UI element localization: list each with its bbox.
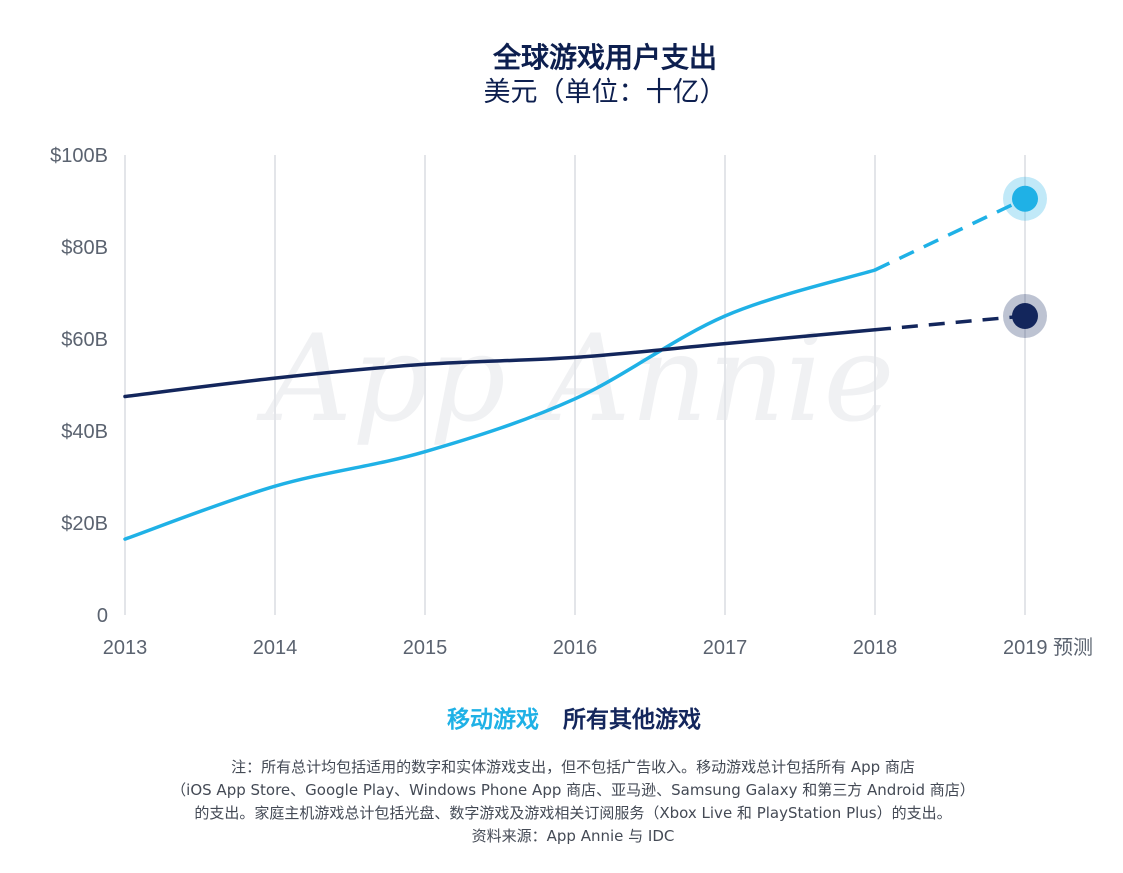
x-tick-label: 2013 (103, 637, 148, 659)
y-tick-label: $60B (61, 329, 108, 351)
footnote-line-1: 注：所有总计均包括适用的数字和实体游戏支出，但不包括广告收入。移动游戏总计包括所… (231, 758, 915, 776)
footnotes: 注：所有总计均包括适用的数字和实体游戏支出，但不包括广告收入。移动游戏总计包括所… (0, 756, 1123, 848)
x-tick-label: 2019 预测 (1003, 636, 1093, 659)
x-tick-label: 2014 (253, 637, 298, 659)
series-line-0 (123, 268, 877, 541)
x-tick-label: 2015 (403, 637, 448, 659)
chart-title-block: 全球游戏用户支出 美元（单位：十亿） (0, 40, 1123, 110)
footnote-line-3: 的支出。家庭主机游戏总计包括光盘、数字游戏及游戏相关订阅服务（Xbox Live… (194, 804, 952, 822)
forecast-point-0 (1012, 185, 1038, 212)
line-chart: App Annie 0$20B$40B$60B$80B$100B 2013 201… (50, 145, 1093, 659)
source-note: 资料来源：App Annie 与 IDC (471, 827, 675, 845)
y-tick-label: $20B (61, 513, 108, 535)
series-line-1 (123, 328, 877, 399)
y-tick-label: 0 (97, 605, 108, 627)
x-tick-label: 2016 (553, 637, 598, 659)
footnote-line-2: （iOS App Store、Google Play、Windows Phone… (171, 781, 975, 799)
x-tick-label: 2018 (853, 637, 898, 659)
y-tick-label: $100B (50, 145, 108, 167)
chart-title: 全球游戏用户支出 (492, 41, 717, 74)
legend-mobile-games: 移动游戏 (446, 707, 539, 733)
series-forecast-line-0 (874, 197, 1026, 272)
series-forecast-line-1 (874, 314, 1026, 332)
legend: 移动游戏 所有其他游戏 (0, 700, 1123, 734)
x-tick-label: 2017 (703, 637, 748, 659)
y-tick-label: $40B (61, 421, 108, 443)
forecast-point-1 (1012, 303, 1038, 329)
y-tick-label: $80B (61, 237, 108, 259)
legend-other-games: 所有其他游戏 (563, 707, 701, 733)
chart-subtitle: 美元（单位：十亿） (483, 77, 727, 108)
